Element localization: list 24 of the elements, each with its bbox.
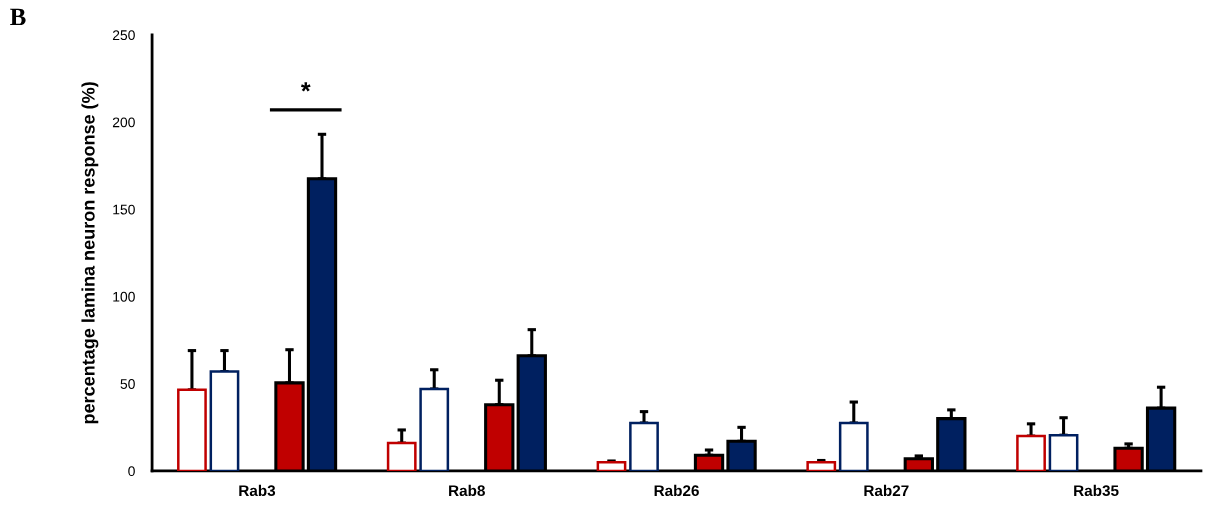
x-tick-label: Rab26 [654,484,699,497]
x-tick-label: Rab35 [1074,484,1119,497]
y-tick-label: 250 [112,30,135,41]
bar [1048,433,1079,471]
y-tick-label: 150 [113,204,135,215]
bar [806,460,837,471]
annotation: * [300,82,311,92]
text: B [10,8,26,26]
bar [209,370,240,471]
bar [596,460,627,471]
y-tick-label: 200 [112,117,135,128]
y-axis-title: percentage lamina neuron response (%) [81,82,99,424]
bar [629,421,659,471]
bar [386,441,417,471]
bar [1016,434,1046,471]
y-tick-label: 0 [128,466,135,477]
bar [838,421,869,471]
y-tick-label: 50 [120,379,135,389]
x-tick-label: Rab8 [449,484,485,497]
y-tick-label: 100 [113,291,135,302]
bar [177,388,207,471]
x-tick-label: Rab3 [239,484,276,497]
bar [419,387,450,471]
x-tick-label: Rab27 [864,484,909,497]
